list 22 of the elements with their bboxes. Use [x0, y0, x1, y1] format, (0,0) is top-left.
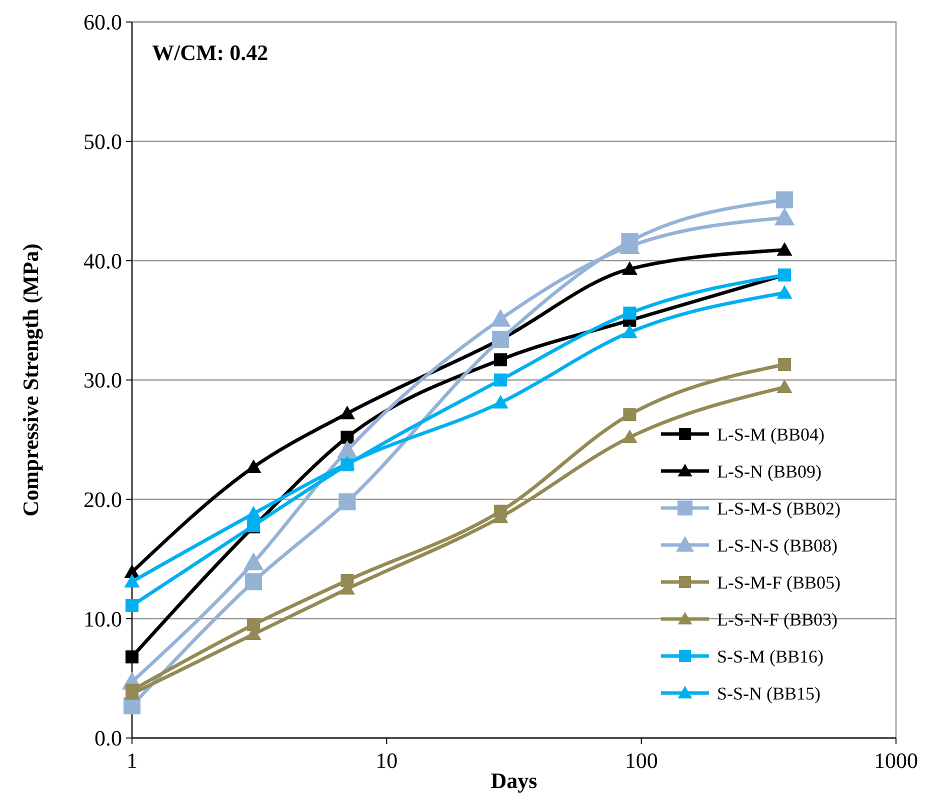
y-tick-label: 50.0 [84, 129, 122, 154]
y-tick-label: 30.0 [84, 368, 122, 393]
legend-label: S-S-M (BB16) [717, 646, 824, 666]
legend-label: L-S-M-S (BB02) [717, 498, 841, 518]
x-axis-title: Days [490, 768, 538, 793]
legend-label: S-S-N (BB15) [717, 683, 821, 704]
y-tick-label: 20.0 [84, 487, 122, 512]
legend-label: L-S-M (BB04) [717, 424, 825, 444]
y-tick-label: 60.0 [84, 10, 122, 35]
x-tick-label: 1 [126, 748, 138, 773]
y-tick-label: 10.0 [84, 606, 122, 632]
legend-label: L-S-N (BB09) [717, 461, 822, 482]
x-tick-label: 1000 [874, 748, 918, 773]
y-tick-label: 0.0 [94, 726, 122, 751]
legend-label: L-S-N-S (BB08) [717, 535, 838, 556]
legend-label: L-S-M-F (BB05) [717, 572, 841, 592]
legend-label: L-S-N-F (BB03) [717, 609, 838, 630]
annotation: W/CM: 0.42 [152, 40, 268, 65]
y-axis-title: Compressive Strength (MPa) [18, 244, 43, 516]
x-tick-label: 10 [376, 748, 398, 773]
y-tick-label: 40.0 [84, 248, 122, 274]
x-tick-label: 100 [624, 748, 658, 773]
